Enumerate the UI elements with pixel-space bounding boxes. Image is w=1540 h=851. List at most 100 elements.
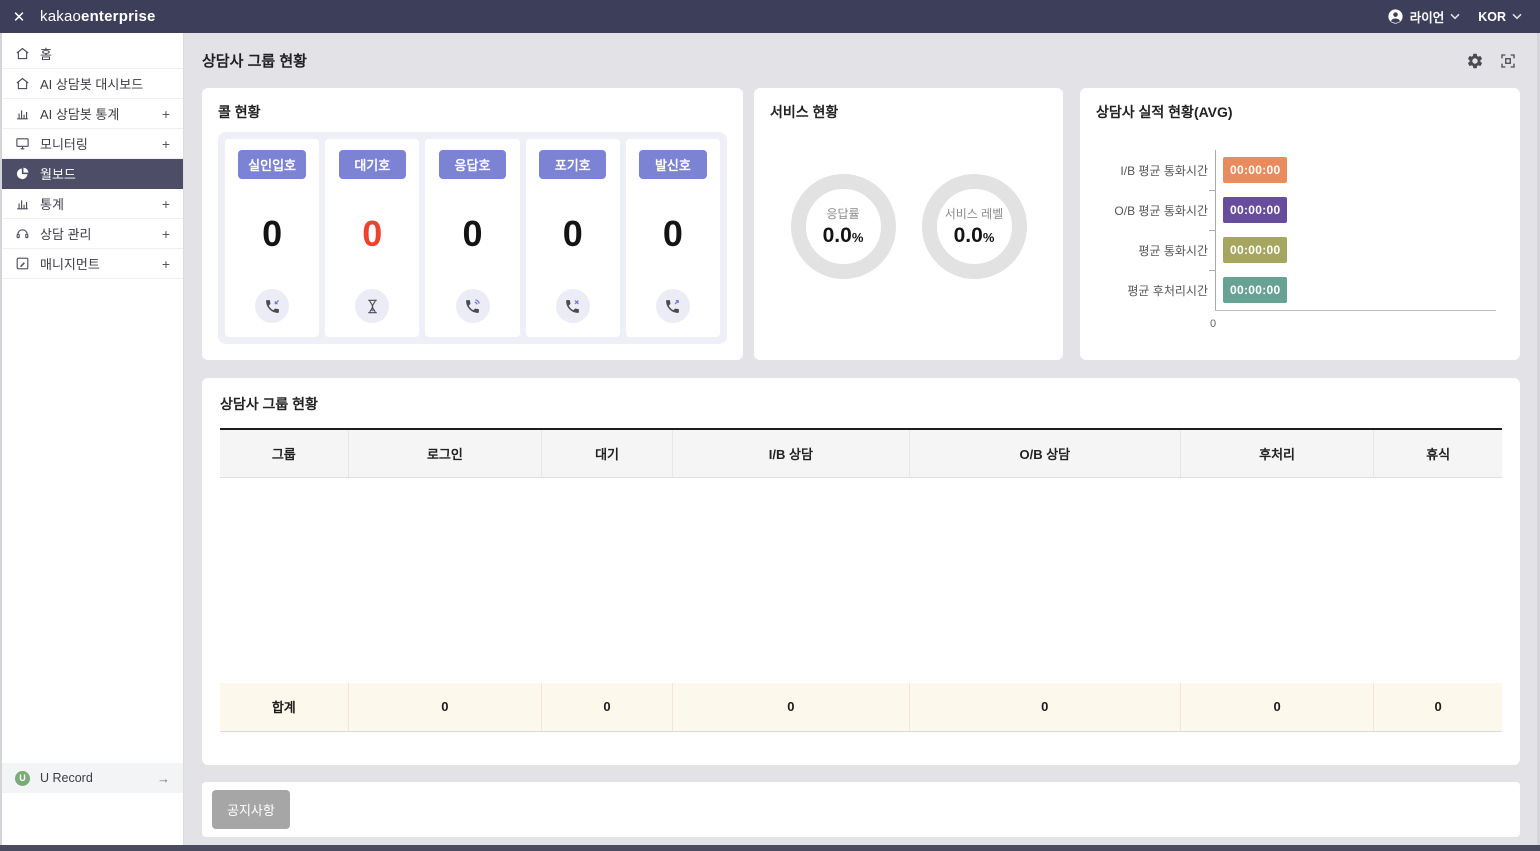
agent-group-table: 그룹 로그인 대기 I/B 상담 O/B 상담 후처리 휴식	[220, 428, 1502, 732]
hourglass-icon	[368, 299, 377, 313]
column-header-group: 그룹	[220, 428, 349, 478]
sidebar-item-monitoring[interactable]: 모니터링 +	[2, 129, 183, 159]
total-ib: 0	[671, 683, 910, 732]
table-empty-body	[220, 477, 1502, 683]
arrow-right-icon: →	[157, 770, 170, 786]
notice-button[interactable]: 공지사항	[212, 790, 290, 829]
main-content: 상담사 그룹 현황 콜 현황 실인입호 0	[184, 33, 1537, 845]
call-status-panel: 실인입호 0 대기호 0 응답호 0	[218, 132, 727, 344]
call-value: 0	[362, 213, 383, 254]
headset-icon	[16, 229, 29, 239]
column-header-waiting: 대기	[541, 428, 673, 478]
call-status-card: 콜 현황 실인입호 0 대기호 0 응답호	[202, 88, 743, 360]
expand-plus-icon[interactable]: +	[161, 255, 170, 272]
call-badge: 대기호	[338, 150, 406, 179]
chevron-down-icon	[1450, 13, 1460, 20]
call-value: 0	[562, 213, 583, 254]
column-header-login: 로그인	[347, 428, 542, 478]
home-icon	[16, 47, 29, 60]
language-selector[interactable]: KOR	[1478, 10, 1522, 24]
expand-plus-icon[interactable]: +	[161, 105, 170, 122]
bar-chart-icon	[17, 110, 28, 120]
axis-tick	[1209, 190, 1216, 191]
expand-plus-icon[interactable]: +	[161, 225, 170, 242]
kakao-enterprise-logo[interactable]: kakaoenterprise	[40, 8, 156, 25]
user-name: 라이언	[1409, 11, 1445, 25]
sidebar-item-ai-bot-stats[interactable]: AI 상담봇 통계 +	[2, 99, 183, 129]
call-col-answered: 응답호 0	[425, 139, 520, 337]
agent-performance-card: 상담사 실적 현황(AVG) 0 I/B 평균 통화시간 00:00:00	[1080, 88, 1520, 360]
sidebar-item-label: 모니터링	[40, 137, 88, 152]
column-header-ob: O/B 상담	[908, 428, 1181, 478]
agent-group-table-title: 상담사 그룹 현황	[220, 396, 318, 412]
sidebar-item-label: 홈	[40, 47, 52, 62]
total-login: 0	[347, 683, 542, 732]
sidebar-item-stats[interactable]: 통계 +	[2, 189, 183, 219]
gear-icon[interactable]	[1466, 52, 1484, 70]
phone-missed-icon	[566, 299, 580, 313]
call-value: 0	[262, 213, 283, 254]
table-total-row: 합계 0 0 0 0 0 0	[220, 683, 1502, 732]
chart-bar-value: 00:00:00	[1223, 237, 1288, 263]
top-bar: ✕ kakaoenterprise 라이언 KOR	[0, 0, 1540, 33]
sidebar-item-label: AI 상담봇 통계	[40, 107, 120, 122]
sidebar-item-label: 월보드	[40, 167, 76, 182]
gauge-label: 응답률	[826, 207, 860, 221]
home-icon	[16, 77, 29, 90]
service-status-card: 서비스 현황 응답률 0.0% 서비스 레벨 0.0%	[754, 88, 1063, 360]
user-menu[interactable]: 라이언	[1387, 7, 1461, 26]
sidebar-item-management[interactable]: 매니지먼트 +	[2, 249, 183, 279]
gauge-value: 0.0%	[822, 224, 864, 247]
axis-origin-label: 0	[1210, 318, 1217, 330]
agent-performance-chart: 0 I/B 평균 통화시간 00:00:00 O/B 평균 통화시간 00:00…	[1096, 150, 1504, 335]
agent-performance-title: 상담사 실적 현황(AVG)	[1096, 104, 1233, 120]
sidebar-item-label: AI 상담봇 대시보드	[40, 77, 144, 92]
total-label: 합계	[220, 683, 349, 732]
phone-answered-icon	[466, 298, 480, 313]
total-break: 0	[1373, 683, 1502, 732]
chart-category-label: 평균 통화시간	[1138, 243, 1208, 258]
monitor-icon	[16, 138, 29, 150]
gauge-label: 서비스 레벨	[944, 207, 1004, 221]
call-badge: 응답호	[438, 150, 507, 179]
chart-bar-value: 00:00:00	[1223, 277, 1288, 303]
sidebar-item-u-record[interactable]: U U Record →	[2, 763, 183, 793]
phone-incoming-icon	[265, 299, 279, 313]
call-value: 0	[662, 213, 683, 254]
content-header: 상담사 그룹 현황	[184, 33, 1537, 88]
u-record-label: U Record	[40, 771, 93, 785]
chart-bar-value: 00:00:00	[1223, 197, 1288, 223]
management-icon	[16, 257, 29, 270]
chart-category-label: 평균 후처리시간	[1127, 283, 1208, 298]
phone-outgoing-icon	[666, 299, 680, 313]
logo-kakao: kakao	[40, 8, 82, 25]
sidebar-item-label: 통계	[40, 197, 64, 212]
column-header-break: 휴식	[1373, 428, 1502, 478]
axis-tick	[1209, 230, 1216, 231]
service-level-gauge: 서비스 레벨 0.0%	[921, 174, 1027, 279]
expand-plus-icon[interactable]: +	[161, 195, 170, 212]
call-col-abandoned: 포기호 0	[525, 139, 620, 337]
total-ob: 0	[908, 683, 1181, 732]
sidebar-item-ai-bot-dashboard[interactable]: AI 상담봇 대시보드	[2, 69, 183, 99]
sidebar-item-home[interactable]: 홈	[2, 39, 183, 69]
sidebar-item-label: 매니지먼트	[40, 257, 100, 272]
sidebar-item-wallboard[interactable]: 월보드	[2, 159, 183, 189]
window-bottom-edge	[0, 845, 1540, 851]
service-status-title: 서비스 현황	[770, 104, 839, 120]
agent-group-table-card: 상담사 그룹 현황 그룹 로그인 대기 I/B 상담 O/B 상담 후처리 휴식	[202, 378, 1520, 765]
chart-bar-value: 00:00:00	[1223, 157, 1288, 183]
expand-plus-icon[interactable]: +	[161, 135, 170, 152]
fullscreen-icon[interactable]	[1499, 52, 1517, 70]
logo-enterprise: enterprise	[81, 8, 156, 25]
answer-rate-gauge: 응답률 0.0%	[790, 174, 896, 279]
language-label: KOR	[1478, 9, 1506, 24]
gauge-value: 0.0%	[953, 224, 995, 247]
page-title: 상담사 그룹 현황	[202, 53, 307, 70]
column-header-ib: I/B 상담	[671, 428, 910, 478]
close-icon[interactable]: ✕	[12, 8, 26, 26]
total-wrapup: 0	[1179, 683, 1374, 732]
sidebar: 홈 AI 상담봇 대시보드 AI 상담봇 통계 + 모니터링 + 월보드	[2, 33, 184, 845]
sidebar-item-counsel-management[interactable]: 상담 관리 +	[2, 219, 183, 249]
